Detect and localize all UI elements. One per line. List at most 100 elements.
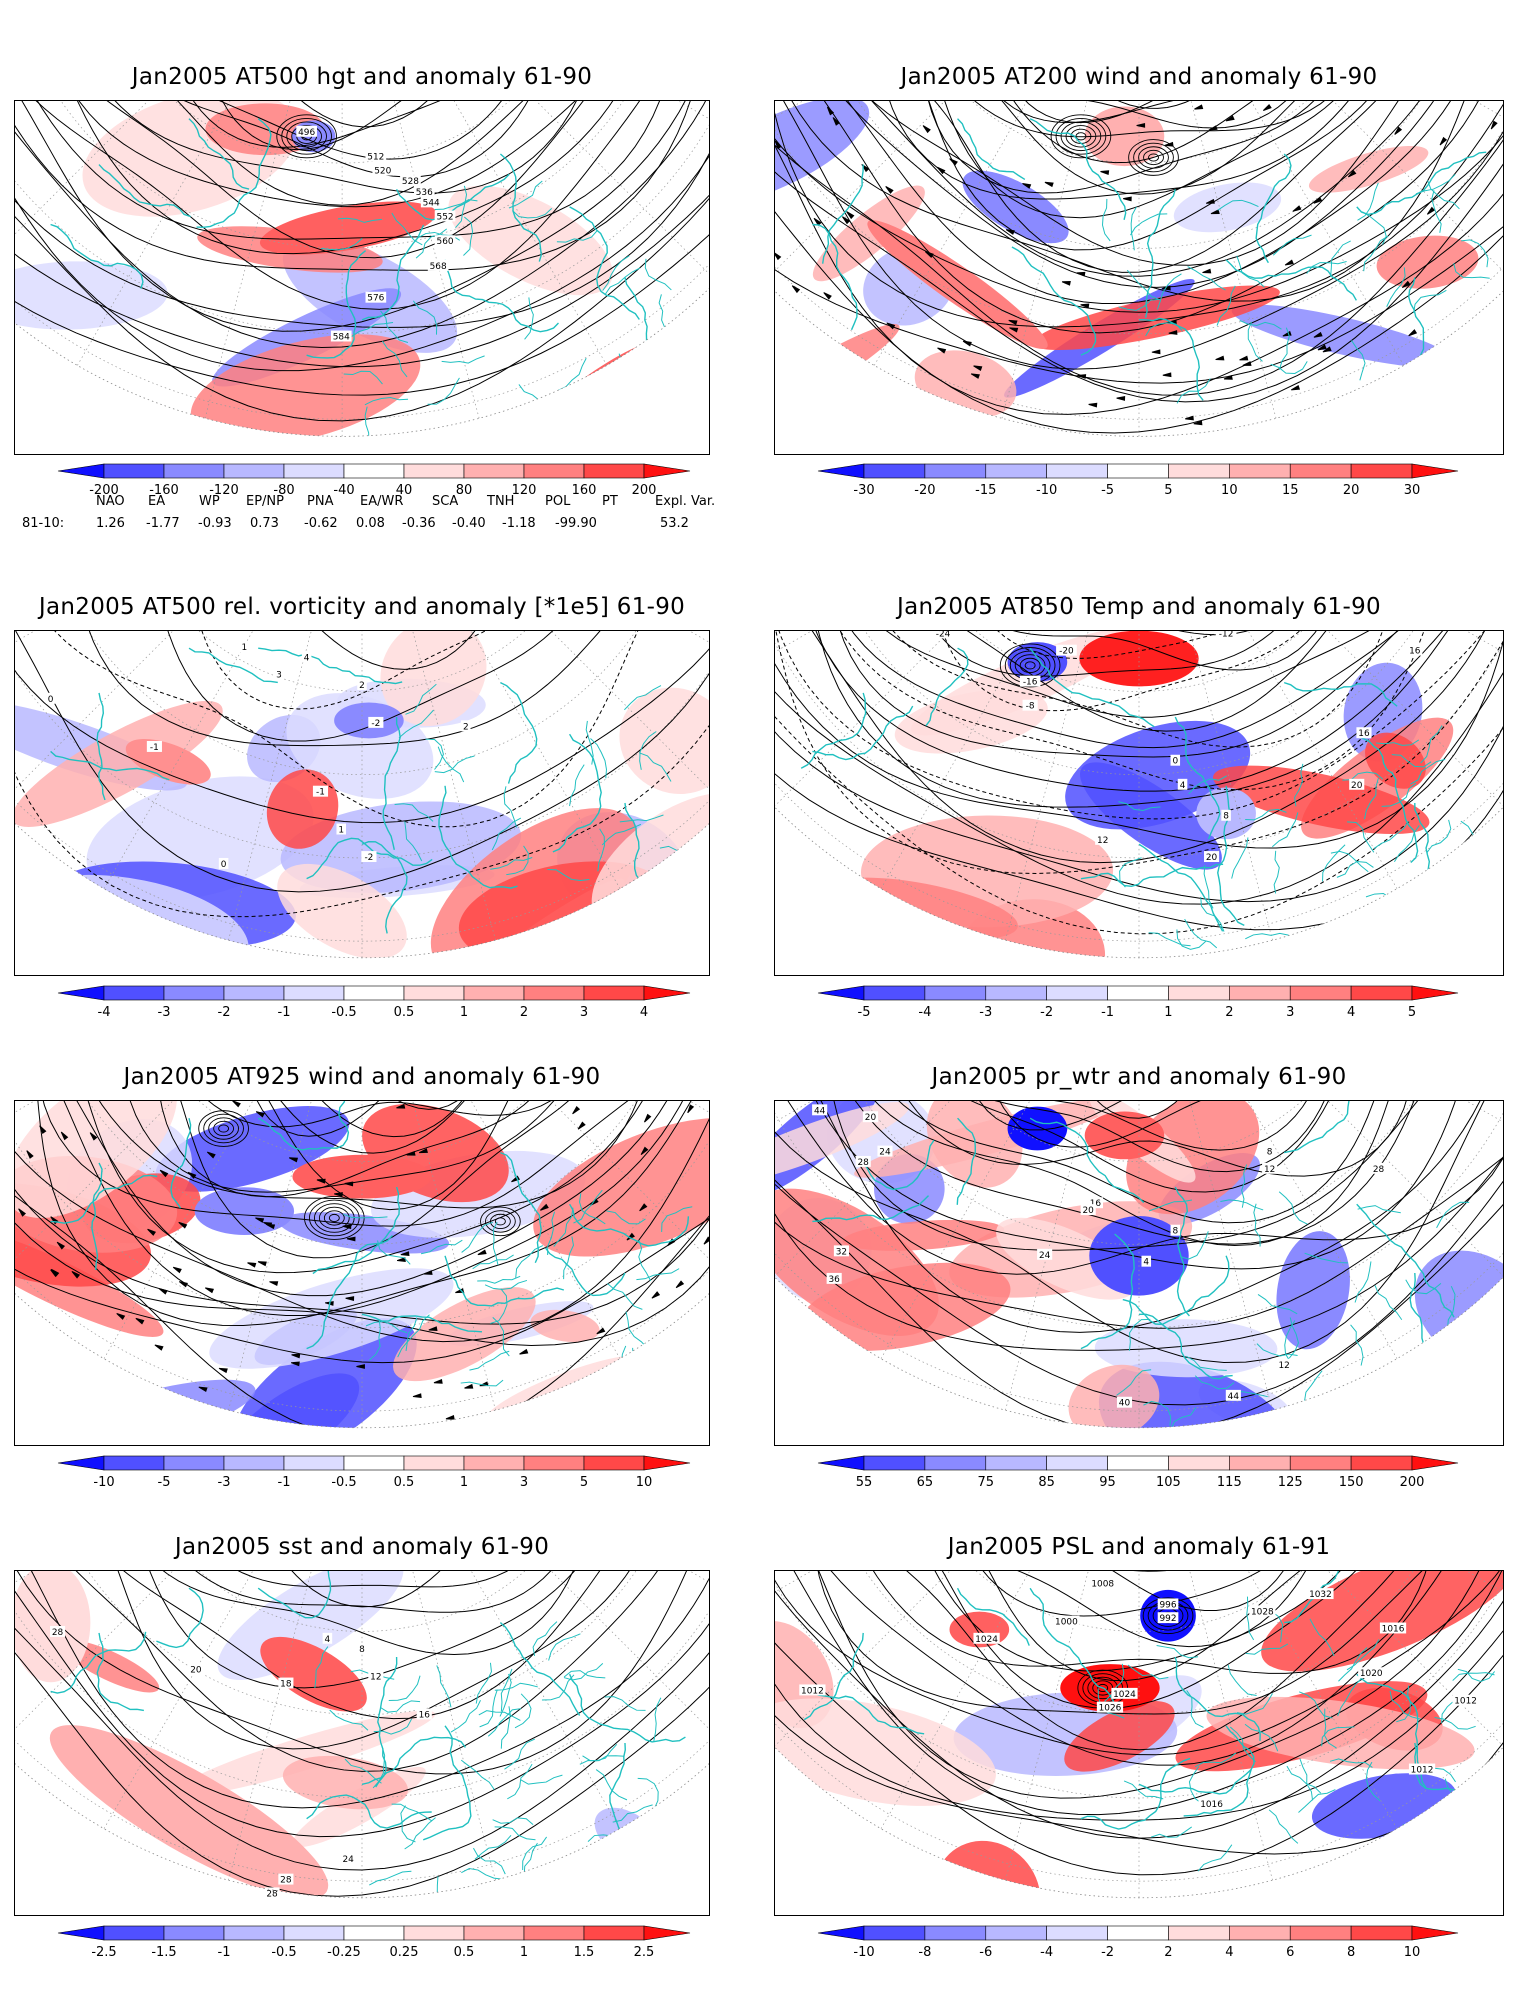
colorbar-tick-label: 10 — [636, 1475, 653, 1490]
contour-line — [775, 1101, 1503, 1351]
colorbar-tick-label: 5 — [1408, 1005, 1416, 1020]
country-border — [1413, 289, 1447, 314]
longitude-line — [880, 1101, 1140, 1359]
colorbar-segment — [223, 1455, 285, 1471]
coastline — [1284, 1571, 1352, 1624]
colorbar-segment — [985, 463, 1047, 479]
contour-label: -1 — [150, 743, 159, 753]
wind-arrow — [643, 1113, 652, 1123]
country-border — [618, 353, 651, 369]
country-border — [569, 764, 585, 807]
wind-arrow — [464, 1383, 474, 1389]
colorbar-arrow-right — [1411, 463, 1459, 479]
contour-label: 1024 — [1113, 1690, 1136, 1700]
tele-value-5: 0.08 — [356, 516, 385, 531]
anomaly-core — [962, 170, 1069, 244]
coastline — [1225, 259, 1357, 301]
coastline — [196, 118, 272, 228]
contour-line — [776, 101, 1490, 288]
coastline — [1011, 246, 1097, 356]
contour-line — [15, 1571, 709, 1775]
contour-label-bg — [296, 125, 317, 137]
country-border — [373, 1718, 413, 1735]
contour-label-bg — [1356, 727, 1372, 739]
country-border — [1453, 262, 1490, 279]
coastlines — [50, 1571, 686, 1898]
country-border — [368, 1319, 381, 1361]
longitude-line — [361, 1571, 621, 1829]
wind-arrow — [135, 1317, 145, 1325]
country-border — [557, 358, 587, 392]
colorbar-segment — [1229, 985, 1291, 1001]
coastline — [50, 223, 144, 289]
contour-line — [15, 1571, 709, 1809]
contour-label-bg — [812, 1104, 828, 1116]
wind-arrow — [1210, 209, 1220, 215]
wind-arrow — [255, 1111, 265, 1118]
closed-contour — [318, 1206, 350, 1230]
country-border — [1148, 932, 1191, 947]
contour-line — [775, 1571, 1503, 1756]
wind-arrow — [269, 1281, 279, 1286]
contour-line — [15, 101, 709, 422]
wind-arrow — [775, 140, 782, 150]
colorbar-tick-label: 150 — [1339, 1475, 1364, 1490]
contour-label: -1 — [316, 788, 325, 798]
wind-arrow — [640, 1146, 649, 1156]
colorbar-segment — [1229, 463, 1291, 479]
colorbar-tick-label: -200 — [89, 483, 119, 498]
country-border — [1227, 1664, 1257, 1696]
contour-label: 1016 — [1200, 1800, 1223, 1810]
colorbar-tick-label: -2 — [218, 1005, 231, 1020]
contour-line — [886, 1101, 1369, 1173]
colorbar-segment — [1289, 1455, 1352, 1471]
tele-header-8: POL — [545, 494, 571, 509]
contours — [775, 631, 1503, 935]
colorbar-arrow-right — [643, 1925, 691, 1941]
wind-arrow — [646, 1378, 655, 1386]
map-temp850: -24 -16 -8 -12 -20 16 0 8 4 12 20 16 20 — [775, 631, 1503, 959]
contour-line — [775, 631, 1503, 864]
anomaly-shading — [1079, 762, 1222, 870]
country-border — [1346, 1639, 1380, 1671]
country-border — [547, 1211, 556, 1256]
contour-line — [42, 1571, 666, 1720]
tele-header-4: PNA — [307, 494, 334, 509]
country-border — [514, 1693, 532, 1729]
wind-arrow — [428, 1326, 438, 1331]
coastline — [257, 1571, 332, 1619]
wind-arrow — [1151, 349, 1161, 355]
country-border — [1253, 1203, 1261, 1247]
tele-header-2: WP — [199, 494, 220, 509]
contour-label: -8 — [1026, 702, 1035, 712]
contour-label: 4 — [1180, 781, 1186, 791]
colorbar-tick-label: 1 — [460, 1005, 468, 1020]
contour-label: 12 — [1097, 836, 1108, 846]
country-border — [1143, 1400, 1172, 1426]
closed-contour — [286, 121, 327, 152]
coastline — [1138, 1313, 1233, 1380]
panel-hgt500: Jan2005 AT500 hgt and anomaly 61-90 496 5… — [14, 64, 710, 554]
contour-line — [775, 1571, 1495, 1766]
contour-label: 552 — [437, 212, 454, 222]
contour-label: -2 — [364, 853, 373, 863]
colorbar-tick-label: 2 — [1164, 1945, 1172, 1960]
contour-label-bg — [218, 857, 229, 869]
longitude-line — [1138, 1571, 1503, 1747]
contour-line — [15, 1571, 709, 1838]
panel-wind200: Jan2005 AT200 wind and anomaly 61-90 -30… — [774, 64, 1504, 554]
contour-label-bg — [1170, 754, 1181, 766]
contour-label-bg — [1249, 1605, 1276, 1617]
contour-label-bg — [1157, 1598, 1179, 1610]
contour-label-bg — [1379, 1622, 1407, 1634]
contour-line — [37, 1101, 709, 1227]
wind-arrow — [198, 1386, 208, 1393]
wind-arrow — [82, 1384, 92, 1392]
contour-line — [15, 101, 709, 396]
country-border — [1118, 298, 1160, 311]
wind-arrow — [477, 1249, 487, 1256]
colorbar-tick-label: -8 — [918, 1945, 931, 1960]
wind-arrow — [1292, 205, 1302, 212]
wind-arrow — [71, 1271, 81, 1279]
contour-label: 12 — [1264, 1165, 1275, 1175]
